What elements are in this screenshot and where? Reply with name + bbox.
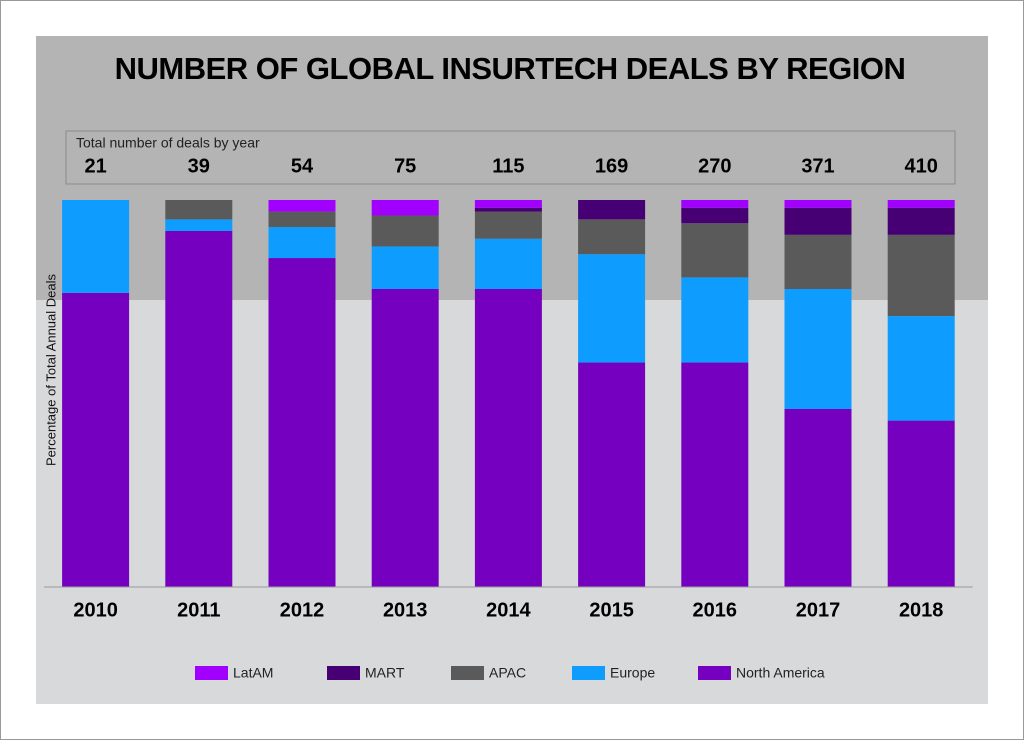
x-tick-label: 2013 — [383, 599, 428, 621]
total-value: 410 — [905, 155, 938, 177]
bar-segment — [784, 200, 852, 208]
bar-segment — [371, 289, 439, 587]
legend-label: MART — [365, 665, 405, 681]
x-tick-label: 2015 — [589, 599, 634, 621]
bar-segment — [784, 289, 852, 409]
x-tick-label: 2014 — [486, 599, 531, 621]
total-value: 371 — [801, 155, 834, 177]
legend-swatch — [698, 666, 731, 680]
chart-title: NUMBER OF GLOBAL INSURTECH DEALS BY REGI… — [115, 51, 906, 86]
legend-label: Europe — [610, 665, 655, 681]
bar-segment — [887, 200, 955, 208]
bar-segment — [784, 408, 852, 587]
bar-segment — [371, 200, 439, 216]
x-tick-label: 2018 — [899, 599, 944, 621]
bar-segment — [681, 362, 749, 587]
bar-segment — [578, 200, 646, 220]
bar-segment — [578, 254, 646, 363]
totals-label: Total number of deals by year — [76, 135, 260, 151]
bar-segment — [474, 238, 542, 290]
bar-segment — [474, 289, 542, 587]
bar-segment — [268, 227, 336, 259]
total-value: 75 — [394, 155, 416, 177]
total-value: 39 — [188, 155, 210, 177]
bar-segment — [474, 211, 542, 239]
bar-segment — [474, 207, 542, 212]
x-tick-label: 2012 — [280, 599, 325, 621]
bar-segment — [887, 207, 955, 235]
bar-segment — [681, 207, 749, 224]
bar-segment — [887, 420, 955, 587]
total-value: 169 — [595, 155, 628, 177]
legend-swatch — [195, 666, 228, 680]
bar-segment — [268, 211, 336, 228]
legend-label: LatAM — [233, 665, 273, 681]
x-tick-label: 2016 — [693, 599, 738, 621]
bar-segment — [62, 292, 130, 587]
total-value: 115 — [492, 155, 524, 177]
bar-segment — [578, 219, 646, 255]
total-value: 54 — [291, 155, 314, 177]
x-tick-label: 2011 — [177, 599, 220, 621]
total-value: 21 — [84, 155, 106, 177]
bar-segment — [268, 258, 336, 587]
bar-segment — [681, 200, 749, 208]
bar-segment — [887, 234, 955, 317]
legend-label: APAC — [489, 665, 526, 681]
x-tick-label: 2010 — [73, 599, 118, 621]
totals-box — [65, 130, 956, 185]
legend-label: North America — [736, 665, 825, 681]
total-value: 270 — [698, 155, 731, 177]
x-tick-label: 2017 — [796, 599, 841, 621]
bar-segment — [165, 230, 233, 587]
bar-segment — [474, 200, 542, 208]
bar-segment — [371, 215, 439, 247]
bar-segment — [371, 246, 439, 290]
bar-segment — [165, 219, 233, 231]
bar-segment — [887, 316, 955, 421]
bar-segment — [578, 362, 646, 587]
legend-swatch — [451, 666, 484, 680]
bar-segment — [165, 200, 233, 220]
legend-swatch — [327, 666, 360, 680]
legend-swatch — [572, 666, 605, 680]
bar-segment — [62, 200, 130, 293]
bar-segment — [681, 223, 749, 278]
bar-segment — [268, 200, 336, 212]
bar-segment — [784, 207, 852, 235]
y-axis-label: Percentage of Total Annual Deals — [43, 274, 58, 467]
bar-segment — [681, 277, 749, 363]
bar-segment — [784, 234, 852, 290]
